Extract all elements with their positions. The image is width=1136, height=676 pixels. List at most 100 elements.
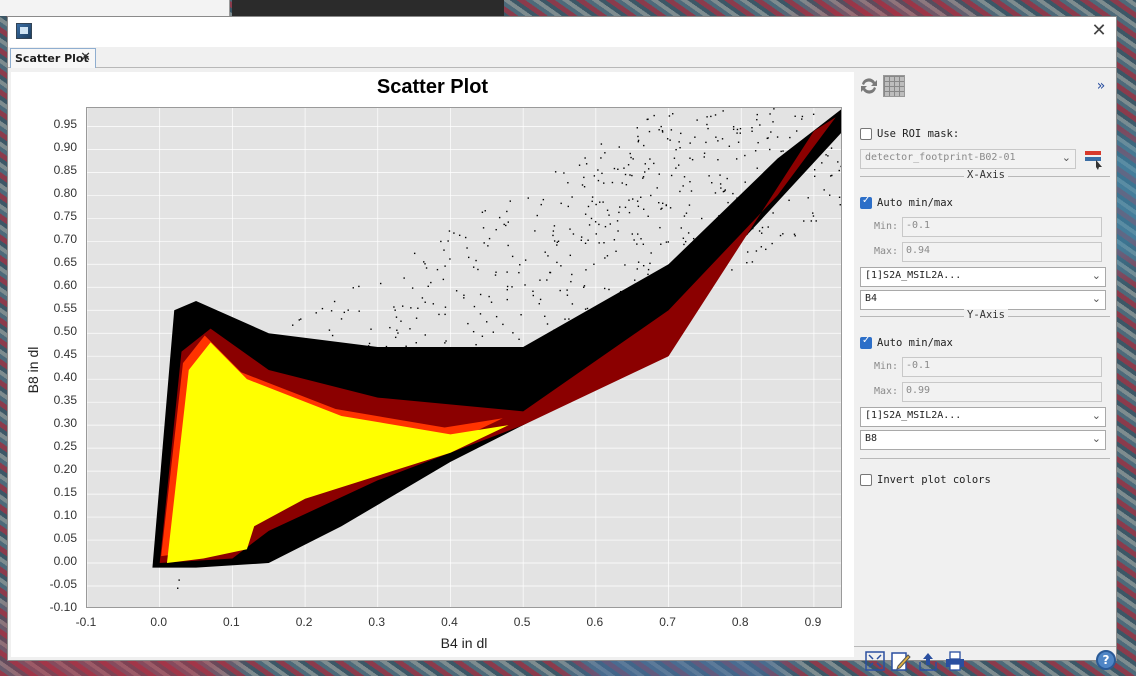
- mask-manager-icon[interactable]: [1082, 147, 1106, 171]
- scatter-point: [413, 252, 416, 255]
- scatter-point: [560, 265, 562, 267]
- scatter-point: [736, 128, 739, 131]
- scatter-point: [424, 334, 426, 336]
- scatter-point: [756, 167, 758, 169]
- scatter-point: [539, 298, 542, 301]
- scatter-point: [642, 243, 645, 245]
- y-max-field[interactable]: 0.99: [902, 382, 1102, 402]
- scatter-point: [593, 263, 595, 265]
- scatter-point: [629, 174, 631, 176]
- scatter-point: [571, 273, 573, 276]
- scatter-point: [694, 136, 696, 138]
- tab-label: Scatter Plot: [15, 52, 89, 65]
- scatter-point: [606, 255, 609, 257]
- scatter-point: [744, 181, 746, 183]
- scatter-point: [544, 251, 546, 253]
- scatter-point: [597, 169, 599, 171]
- export-icon[interactable]: [917, 650, 939, 672]
- scatter-point: [678, 164, 680, 166]
- chevron-down-icon: ⌄: [1091, 269, 1101, 282]
- scatter-point: [624, 206, 627, 209]
- scatter-point: [642, 177, 644, 179]
- scatter-point: [659, 226, 661, 229]
- scatter-point: [506, 298, 508, 301]
- use-roi-checkbox[interactable]: [860, 128, 872, 140]
- refresh-icon[interactable]: [858, 75, 880, 97]
- scatter-point: [728, 145, 731, 147]
- scatter-point: [838, 196, 841, 199]
- scatter-point: [539, 279, 541, 281]
- scatter-point: [554, 171, 557, 173]
- scatter-point: [661, 131, 664, 133]
- y-product-select[interactable]: [1]S2A_MSIL2A... ⌄: [860, 407, 1106, 427]
- chart-title: Scatter Plot: [376, 76, 489, 98]
- scatter-point: [484, 210, 486, 212]
- scatter-point: [583, 186, 586, 188]
- scatter-point: [829, 175, 832, 177]
- scatter-point: [532, 290, 534, 292]
- plot-area[interactable]: [86, 107, 842, 608]
- x-product-select[interactable]: [1]S2A_MSIL2A... ⌄: [860, 267, 1106, 287]
- x-min-field[interactable]: -0.1: [902, 217, 1102, 237]
- edit-properties-icon[interactable]: [890, 650, 912, 672]
- scatter-point: [760, 246, 763, 248]
- x-auto-minmax-checkbox[interactable]: [860, 195, 872, 209]
- scatter-point: [506, 288, 508, 291]
- scatter-point: [463, 294, 465, 296]
- zoom-all-icon[interactable]: [864, 650, 886, 672]
- scatter-point: [580, 236, 583, 238]
- y-band-select[interactable]: B8 ⌄: [860, 430, 1106, 450]
- scatter-point: [358, 285, 360, 288]
- tab-close-icon[interactable]: ✕: [80, 50, 91, 65]
- y-tick-label: -0.05: [49, 577, 77, 592]
- scatter-point: [660, 125, 662, 128]
- y-auto-minmax-checkbox[interactable]: [860, 335, 872, 349]
- y-tick-label: 0.35: [53, 393, 77, 408]
- tab-scatter-plot[interactable]: Scatter Plot ✕: [10, 48, 96, 68]
- x-band-select[interactable]: B4 ⌄: [860, 290, 1106, 310]
- scatter-point: [487, 245, 489, 247]
- y-tick-label: 0.75: [53, 209, 77, 224]
- scatter-point: [606, 209, 609, 211]
- invert-colors-checkbox[interactable]: [860, 474, 872, 486]
- scatter-point: [393, 306, 395, 308]
- scatter-point: [427, 285, 429, 288]
- scatter-point: [584, 308, 587, 310]
- scatter-point: [801, 115, 804, 118]
- scatter-point: [572, 233, 575, 235]
- scatter-point: [442, 278, 445, 281]
- collapse-panel-icon[interactable]: »: [1096, 78, 1106, 94]
- scatter-point: [772, 212, 774, 214]
- scatter-point: [646, 118, 648, 121]
- scatter-point: [683, 243, 685, 246]
- scatter-point: [758, 230, 761, 232]
- print-icon[interactable]: [944, 650, 966, 672]
- scatter-point: [481, 335, 484, 337]
- scatter-point: [503, 223, 505, 226]
- scatter-point: [396, 329, 398, 331]
- x-max-field[interactable]: 0.94: [902, 242, 1102, 262]
- scatter-point: [436, 268, 439, 271]
- scatter-point: [665, 241, 668, 243]
- scatter-point: [394, 309, 396, 311]
- scatter-point: [724, 189, 726, 191]
- y-min-field[interactable]: -0.1: [902, 357, 1102, 377]
- scatter-point: [715, 136, 717, 138]
- y-tick-label: 0.25: [53, 439, 77, 454]
- scatter-point: [630, 156, 632, 159]
- scatter-point: [810, 220, 813, 222]
- help-icon[interactable]: ?: [1096, 650, 1116, 670]
- scatter-point: [584, 157, 586, 159]
- scatter-point: [670, 174, 673, 177]
- window-close-button[interactable]: ✕: [1091, 20, 1107, 41]
- scatter-point: [628, 211, 631, 214]
- roi-mask-select[interactable]: detector_footprint-B02-01 ⌄: [860, 149, 1076, 169]
- scatter-point: [581, 184, 584, 186]
- scatter-point: [722, 110, 724, 112]
- scatter-point: [397, 332, 399, 334]
- scatter-point: [746, 251, 749, 253]
- y-tick-label: -0.10: [49, 600, 77, 614]
- scatter-point: [658, 201, 660, 204]
- scatter-point: [723, 190, 726, 192]
- grid-toggle-icon[interactable]: [883, 75, 905, 97]
